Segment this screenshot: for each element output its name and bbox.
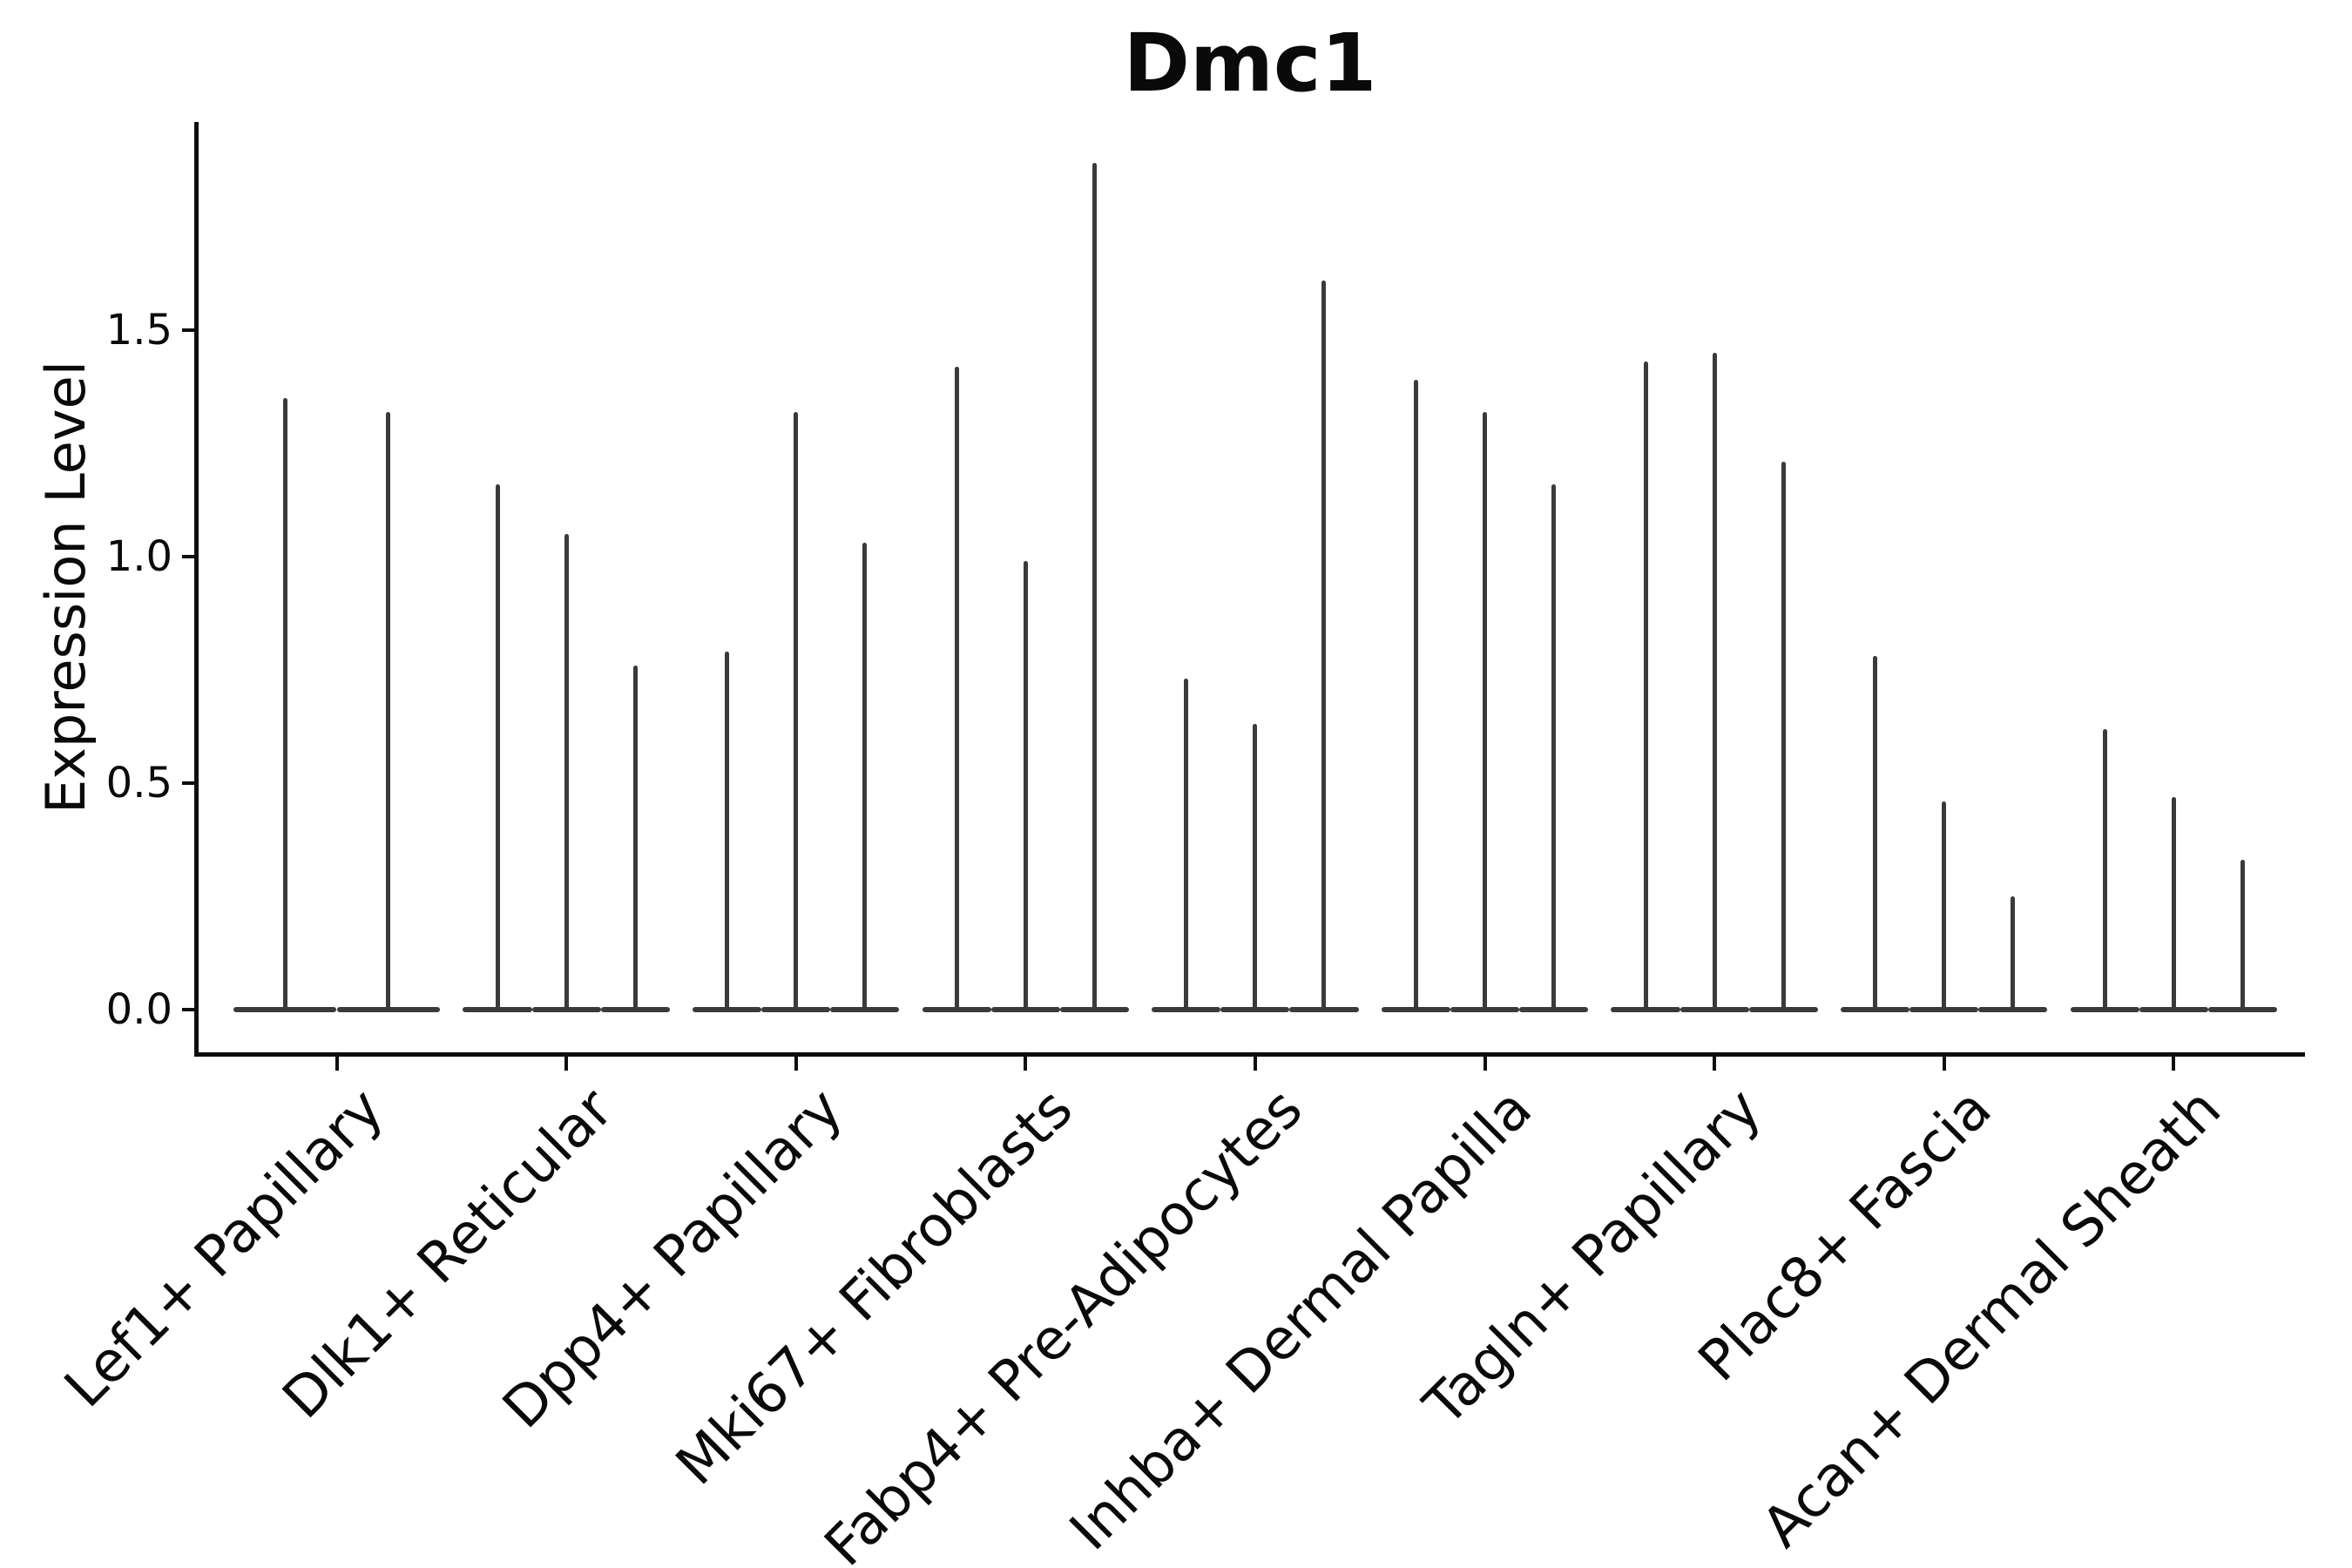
y-tick-label: 0.0 [105,985,172,1034]
x-tick [2172,1057,2176,1071]
violin-spike [1483,411,1487,1012]
violin-spike [1413,380,1418,1012]
x-tick-label: Acan+ Dermal Sheath [1749,1077,2234,1560]
violin-spike [632,665,638,1012]
x-tick [794,1057,798,1071]
x-tick [1024,1057,1028,1071]
x-tick [1253,1057,1257,1071]
violin-spike [495,483,500,1012]
chart-title: Dmc1 [1123,17,1377,110]
violin-spike [1873,656,1878,1012]
x-tick-label: Inhba+ Dermal Papilla [1058,1077,1544,1564]
violin-spike [1184,679,1189,1012]
violin-spike [1321,280,1327,1012]
violin-spike [564,534,569,1012]
x-tick [1942,1057,1946,1071]
violin-spike [1092,162,1097,1012]
violin-spike [2011,896,2016,1012]
y-tick [182,781,194,785]
violin-spike [282,398,287,1012]
violin-spike [794,411,799,1012]
violin-spike [1023,561,1028,1012]
violin-spike [862,543,868,1012]
y-axis-label: Expression Level [34,361,98,814]
plot-area [194,122,2305,1057]
y-tick [182,1008,194,1011]
x-tick [1713,1057,1717,1071]
x-tick-label: Fabp4+ Pre-Adipocytes [812,1077,1315,1568]
violin-spike [1942,801,1947,1012]
x-tick [335,1057,339,1071]
x-tick-label: Mki67+ Fibroblasts [664,1077,1085,1498]
y-tick-label: 0.5 [105,759,172,808]
violin-spike [1643,362,1648,1012]
y-tick-label: 1.5 [105,306,172,355]
violin-spike [2171,796,2176,1012]
violin-spike [1712,353,1717,1012]
violin-spike [1253,724,1258,1012]
violin-spike [954,366,959,1012]
y-tick-label: 1.0 [105,532,172,581]
violin-spike [386,411,391,1012]
violin-spike [2240,860,2245,1012]
y-tick [182,555,194,558]
violin-spike [1781,461,1786,1012]
violin-spike [1551,483,1557,1012]
violin-spike [725,652,730,1012]
x-tick [1483,1057,1487,1071]
x-tick [564,1057,569,1071]
y-tick [182,328,194,332]
violin-spike [2102,728,2107,1012]
